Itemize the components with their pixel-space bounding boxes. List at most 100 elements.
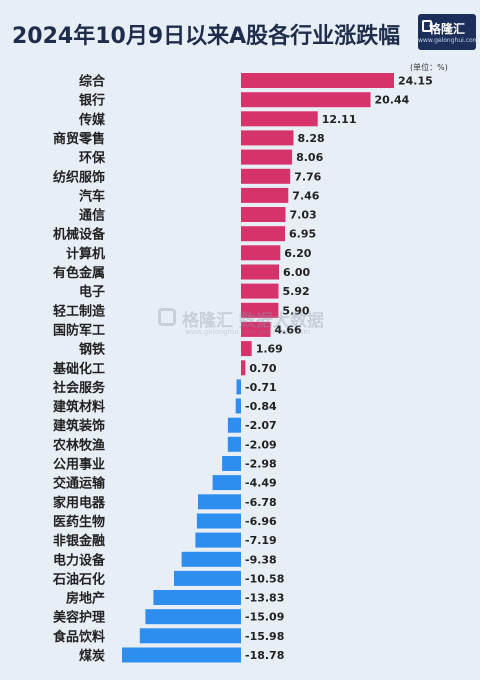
bar-综合	[241, 73, 394, 88]
category-label: 房地产	[66, 591, 105, 607]
bar-通信	[241, 207, 286, 222]
category-label: 建筑材料	[53, 399, 105, 415]
category-label: 社会服务	[52, 380, 106, 396]
bar-农林牧渔	[227, 436, 241, 452]
logo-url: www.gelonghui.com	[418, 37, 479, 44]
value-label: 1.69	[256, 343, 283, 356]
category-label: 基础化工	[52, 361, 105, 377]
value-label: -10.58	[245, 572, 284, 585]
category-label: 农林牧渔	[52, 437, 105, 453]
bar-纺织服饰	[241, 168, 291, 184]
bar-机械设备	[241, 226, 285, 242]
value-label: -2.07	[245, 419, 277, 432]
value-label: 8.06	[296, 151, 323, 164]
value-label: -7.19	[245, 534, 277, 547]
category-label: 交通运输	[53, 476, 106, 492]
value-label: 4.66	[275, 323, 302, 336]
category-label: 环保	[79, 150, 106, 166]
value-label: 0.70	[249, 362, 276, 375]
bar-传媒	[241, 111, 318, 127]
category-label: 非银金融	[53, 533, 105, 549]
category-label: 电子	[79, 284, 105, 300]
value-label: 6.95	[289, 228, 316, 241]
bar-银行	[241, 92, 371, 108]
value-label: 6.00	[283, 266, 310, 279]
category-label: 食品饮料	[53, 629, 105, 645]
category-label: 电力设备	[53, 552, 106, 568]
value-label: -13.83	[245, 592, 284, 605]
bar-美容护理	[145, 609, 241, 625]
category-label: 通信	[79, 208, 105, 224]
category-label: 综合	[79, 74, 106, 90]
bar-房地产	[153, 590, 241, 605]
bar-家用电器	[198, 494, 241, 510]
value-label: -15.09	[245, 611, 284, 624]
bar-环保	[241, 149, 293, 165]
bar-轻工制造	[241, 302, 279, 318]
value-label: 7.03	[290, 209, 317, 222]
logo-name: 格隆汇	[428, 22, 465, 36]
watermark-icon	[158, 308, 176, 326]
category-label: 计算机	[66, 246, 105, 262]
bar-医药生物	[196, 513, 241, 529]
value-label: -4.49	[245, 477, 277, 490]
bar-有色金属	[241, 264, 279, 280]
bar-交通运输	[212, 475, 241, 491]
category-label: 传媒	[78, 112, 106, 128]
bar-商贸零售	[241, 130, 294, 146]
category-label: 公用事业	[53, 457, 105, 473]
category-label: 银行	[79, 93, 105, 109]
bar-计算机	[241, 245, 281, 261]
value-label: -9.38	[245, 553, 277, 566]
category-label: 石油石化	[52, 571, 105, 587]
value-label: 24.15	[398, 75, 433, 88]
value-label: -2.09	[245, 438, 277, 451]
bar-电子	[241, 283, 279, 299]
category-label: 商贸零售	[53, 131, 105, 147]
category-label: 汽车	[79, 188, 105, 204]
value-label: -0.84	[245, 400, 277, 413]
unit-label: (单位：%)	[410, 63, 448, 72]
category-label: 美容护理	[53, 610, 105, 626]
chart-title: 2024年10月9日以来A股各行业涨跌幅	[12, 24, 401, 49]
value-label: 8.28	[298, 132, 325, 145]
bar-建筑材料	[235, 398, 241, 414]
value-label: 7.76	[294, 170, 321, 183]
bar-钢铁	[241, 341, 252, 357]
bar-国防军工	[241, 321, 271, 337]
value-label: 12.11	[322, 113, 357, 126]
value-label: -0.71	[245, 381, 277, 394]
category-label: 机械设备	[53, 227, 106, 243]
bar-基础化工	[241, 360, 246, 376]
brand-logo: 格隆汇 www.gelonghui.com	[418, 14, 479, 50]
logo-icon	[422, 20, 432, 32]
category-label: 医药生物	[53, 514, 105, 530]
category-label: 家用电器	[53, 495, 106, 511]
category-label: 钢铁	[79, 342, 105, 358]
bar-食品饮料	[139, 628, 241, 644]
value-label: -2.98	[245, 458, 277, 471]
bar-建筑装饰	[227, 417, 241, 433]
category-label: 轻工制造	[53, 303, 106, 319]
value-label: 20.44	[375, 94, 410, 107]
category-label: 煤炭	[79, 648, 105, 664]
category-label: 国防军工	[53, 322, 105, 338]
bar-煤炭	[122, 647, 241, 663]
watermark: 格隆汇 数据大数据	[182, 311, 324, 331]
value-label: 5.90	[282, 304, 309, 317]
value-label: 5.92	[283, 285, 310, 298]
value-label: -6.96	[245, 515, 277, 528]
value-label: 7.46	[292, 189, 319, 202]
bar-社会服务	[236, 379, 241, 395]
bar-石油石化	[174, 570, 241, 586]
category-label: 有色金属	[53, 265, 105, 281]
bar-公用事业	[222, 456, 241, 471]
value-label: 6.20	[284, 247, 311, 260]
value-label: -6.78	[245, 496, 277, 509]
bar-电力设备	[181, 551, 241, 567]
watermark-sub: www.gelonghui.com gelondata.com	[185, 328, 311, 336]
value-label: -18.78	[245, 649, 284, 662]
category-label: 建筑装饰	[53, 418, 105, 434]
category-label: 纺织服饰	[53, 169, 105, 185]
